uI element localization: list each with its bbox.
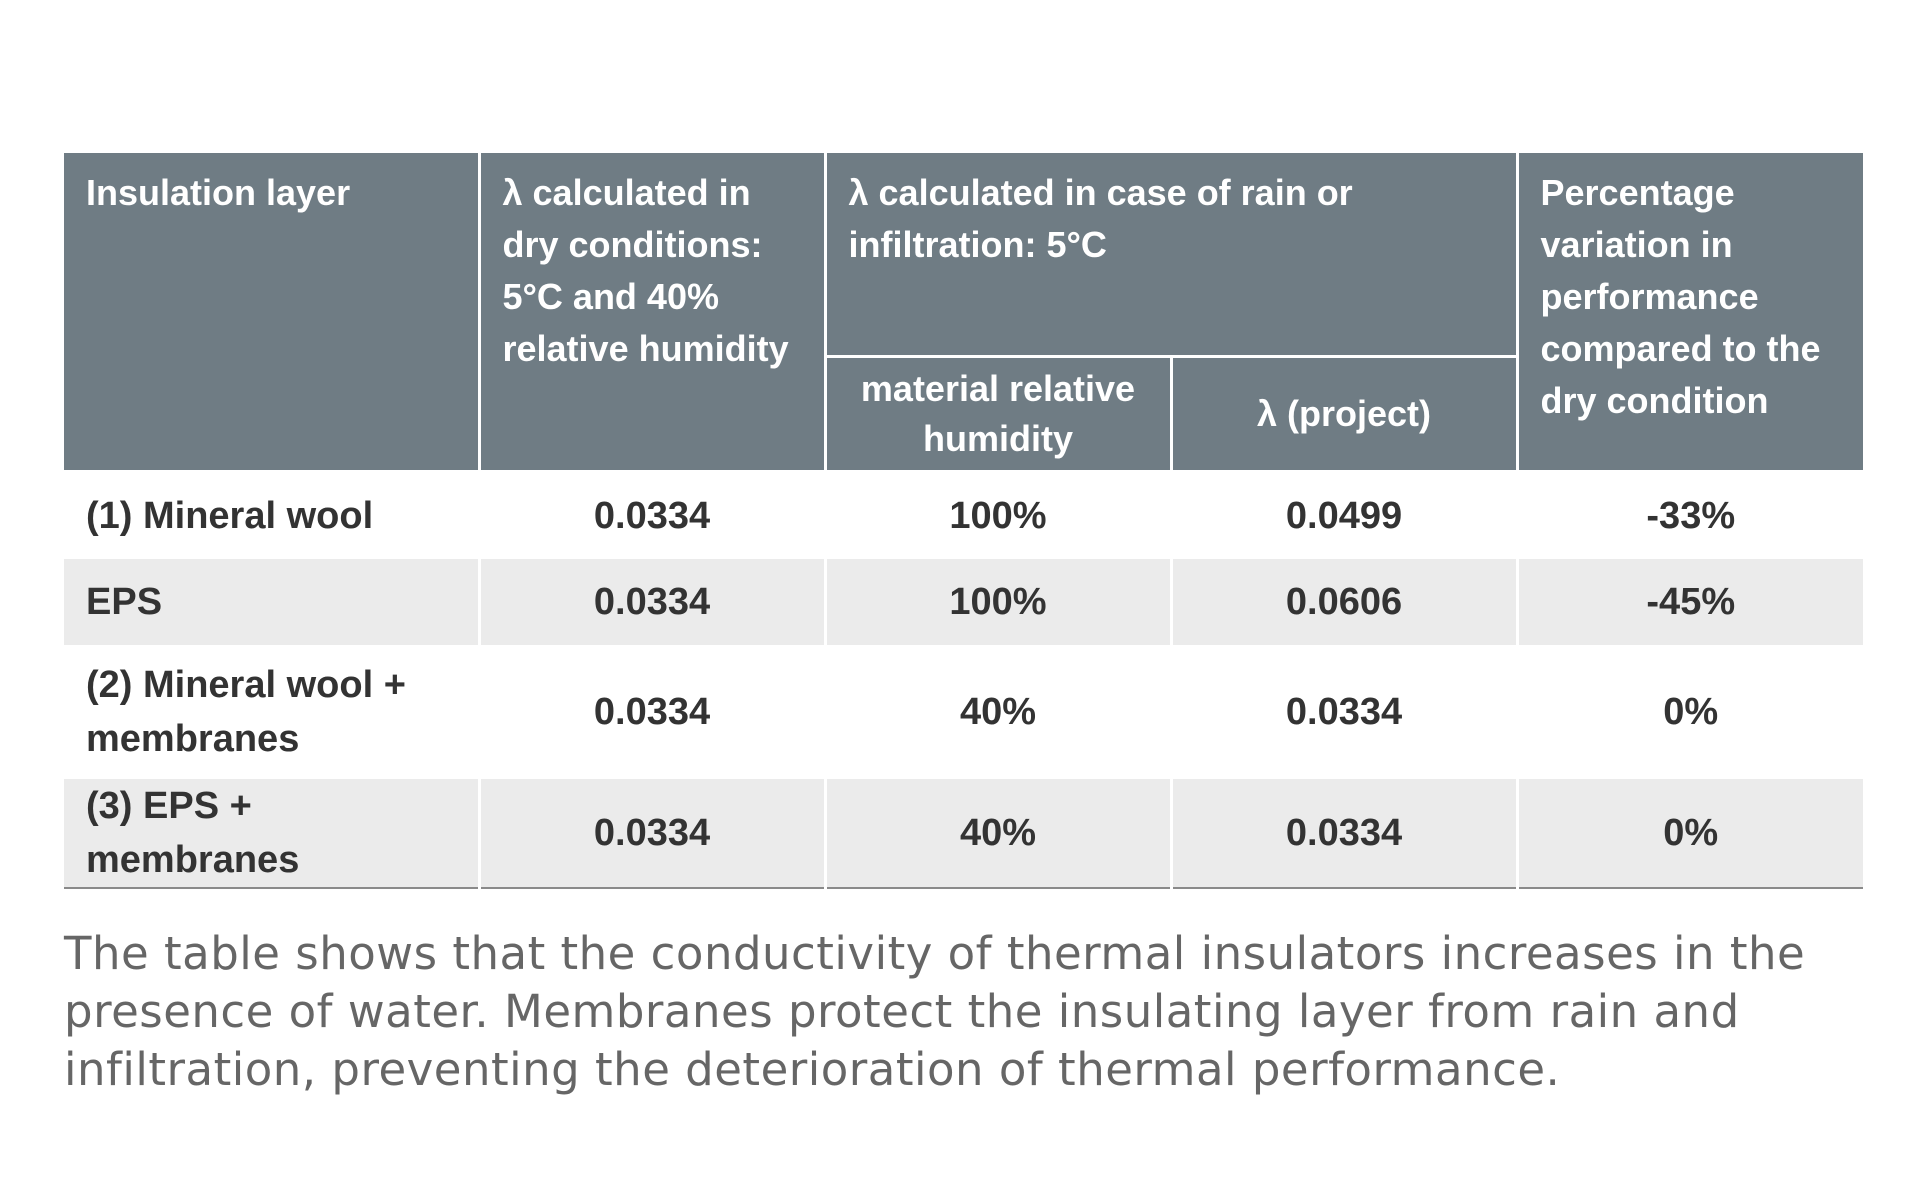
cell-variation: -33% bbox=[1515, 471, 1864, 559]
header-material-relative-humidity: material relative humidity bbox=[823, 355, 1173, 473]
cell-layer: EPS bbox=[64, 559, 481, 645]
header-percentage-variation: Percentage variation in performance comp… bbox=[1515, 153, 1864, 473]
cell-lambda-dry: 0.0334 bbox=[477, 471, 827, 559]
insulation-conductivity-table: Insulation layer λ calculated in dry con… bbox=[64, 153, 1864, 889]
table-row: (1) Mineral wool 0.0334 100% 0.0499 -33% bbox=[64, 471, 1864, 559]
cell-lambda-dry: 0.0334 bbox=[477, 559, 827, 645]
header-lambda-dry: λ calculated in dry conditions: 5°C and … bbox=[477, 153, 827, 473]
table-header: Insulation layer λ calculated in dry con… bbox=[64, 153, 1864, 473]
table-body: (1) Mineral wool 0.0334 100% 0.0499 -33%… bbox=[64, 471, 1864, 889]
cell-layer: (2) Mineral wool + membranes bbox=[64, 645, 481, 779]
table-row: (2) Mineral wool + membranes 0.0334 40% … bbox=[64, 645, 1864, 779]
header-lambda-project: λ (project) bbox=[1169, 355, 1519, 473]
cell-layer: (3) EPS + membranes bbox=[64, 779, 481, 889]
cell-humidity: 40% bbox=[823, 779, 1173, 889]
table-row: (3) EPS + membranes 0.0334 40% 0.0334 0% bbox=[64, 779, 1864, 889]
header-lambda-rain: λ calculated in case of rain or infiltra… bbox=[823, 153, 1519, 358]
cell-lambda-project: 0.0334 bbox=[1169, 779, 1519, 889]
cell-lambda-project: 0.0606 bbox=[1169, 559, 1519, 645]
cell-layer: (1) Mineral wool bbox=[64, 471, 481, 559]
cell-humidity: 100% bbox=[823, 559, 1173, 645]
cell-humidity: 40% bbox=[823, 645, 1173, 779]
cell-lambda-dry: 0.0334 bbox=[477, 645, 827, 779]
cell-variation: -45% bbox=[1515, 559, 1864, 645]
cell-lambda-project: 0.0334 bbox=[1169, 645, 1519, 779]
cell-lambda-dry: 0.0334 bbox=[477, 779, 827, 889]
table-row: EPS 0.0334 100% 0.0606 -45% bbox=[64, 559, 1864, 645]
insulation-table-container: Insulation layer λ calculated in dry con… bbox=[64, 153, 1864, 889]
cell-variation: 0% bbox=[1515, 645, 1864, 779]
cell-humidity: 100% bbox=[823, 471, 1173, 559]
table-caption: The table shows that the conductivity of… bbox=[64, 927, 1806, 1096]
cell-variation: 0% bbox=[1515, 779, 1864, 889]
cell-lambda-project: 0.0499 bbox=[1169, 471, 1519, 559]
header-insulation-layer: Insulation layer bbox=[64, 153, 481, 473]
